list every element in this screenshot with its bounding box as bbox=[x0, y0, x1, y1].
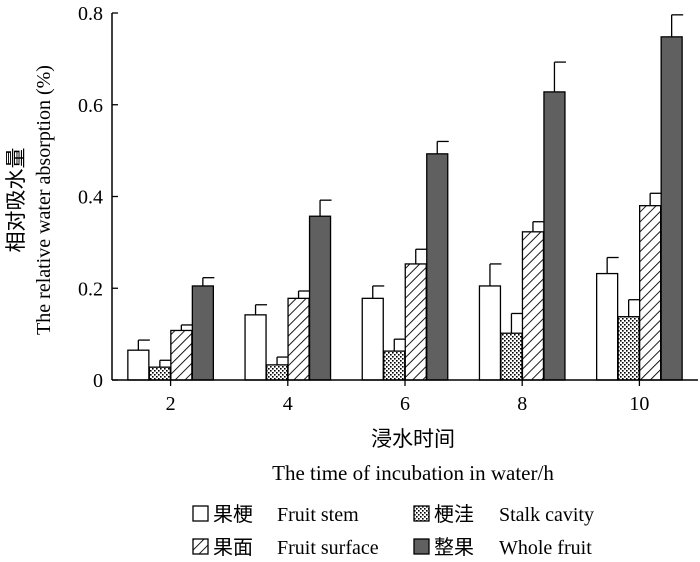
legend-item-fruit-stem: 果梗 Fruit stem bbox=[192, 503, 359, 526]
bar bbox=[308, 215, 332, 381]
y-tick-label: 0 bbox=[93, 370, 103, 392]
legend-label-en: Whole fruit bbox=[499, 537, 592, 559]
bar bbox=[478, 285, 502, 381]
bar bbox=[521, 231, 545, 381]
x-tick-label: 6 bbox=[400, 393, 410, 415]
bar bbox=[404, 263, 427, 381]
bar bbox=[244, 314, 267, 381]
plot-area: 0 0.2 0.4 0.6 0.8 2 4 6 8 10 bbox=[78, 3, 698, 415]
y-tick-label: 0.2 bbox=[78, 278, 103, 300]
bar bbox=[596, 272, 619, 381]
x-axis-title-en: The time of incubation in water/h bbox=[272, 461, 554, 485]
bar bbox=[265, 364, 289, 381]
legend-item-whole-fruit: 整果 Whole fruit bbox=[413, 536, 592, 559]
bar bbox=[127, 349, 150, 381]
x-tick-label: 8 bbox=[517, 393, 527, 415]
bar bbox=[170, 329, 193, 381]
bar bbox=[191, 285, 215, 381]
bar bbox=[660, 36, 683, 381]
y-tick-label: 0.8 bbox=[78, 3, 103, 25]
x-axis-title-cn: 浸水时间 bbox=[371, 427, 455, 451]
legend-swatch-fruit-surface bbox=[192, 538, 209, 555]
y-tick-label: 0.6 bbox=[78, 95, 103, 117]
legend-label-cn: 果面 bbox=[213, 537, 253, 559]
x-tick-label: 10 bbox=[629, 393, 649, 415]
legend: 果梗 Fruit stem 梗洼 Stalk cavity 果面 Fruit s… bbox=[192, 503, 594, 559]
y-axis-title-cn: 相对吸水量 bbox=[4, 148, 28, 253]
legend-label-en: Fruit surface bbox=[277, 537, 379, 559]
legend-label-cn: 梗洼 bbox=[434, 503, 474, 526]
legend-item-stalk-cavity: 梗洼 Stalk cavity bbox=[413, 503, 594, 526]
legend-label-cn: 整果 bbox=[434, 536, 474, 559]
bar bbox=[383, 350, 406, 381]
y-tick-label: 0.4 bbox=[78, 187, 103, 209]
bar bbox=[426, 153, 449, 381]
bar bbox=[639, 205, 662, 381]
legend-swatch-whole-fruit bbox=[413, 538, 430, 555]
bar bbox=[287, 297, 310, 381]
y-axis-title-en: The relative water absorption (%) bbox=[33, 65, 55, 335]
legend-swatch-fruit-stem bbox=[192, 505, 209, 522]
legend-item-fruit-surface: 果面 Fruit surface bbox=[192, 537, 379, 559]
legend-label-en: Stalk cavity bbox=[499, 504, 594, 526]
bar bbox=[617, 316, 640, 381]
x-tick-label: 4 bbox=[283, 393, 293, 415]
bar bbox=[361, 297, 384, 381]
legend-label-en: Fruit stem bbox=[277, 504, 359, 526]
bar bbox=[543, 91, 566, 381]
x-tick-label: 2 bbox=[166, 393, 176, 415]
legend-label-cn: 果梗 bbox=[213, 503, 253, 526]
bar bbox=[148, 366, 172, 381]
bar bbox=[500, 332, 523, 381]
legend-swatch-stalk-cavity bbox=[413, 505, 430, 522]
